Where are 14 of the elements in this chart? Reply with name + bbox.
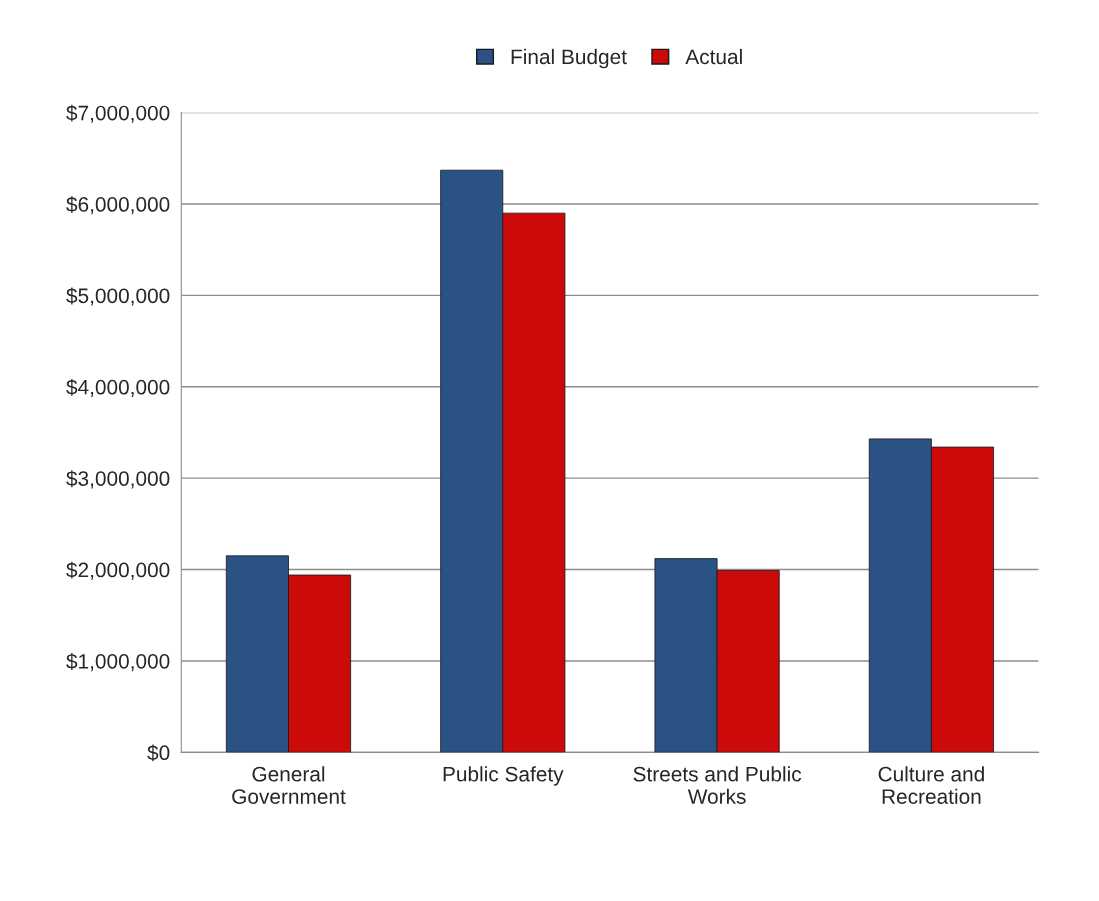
legend-label: Actual — [685, 48, 742, 65]
legend-label: Final Budget — [511, 48, 627, 69]
y-tick-label: $0 — [147, 744, 170, 762]
x-tick-label: General Government — [232, 766, 346, 804]
y-tick-label: $7,000,000 — [66, 104, 170, 123]
y-tick-label: $6,000,000 — [66, 196, 170, 215]
y-tick-label: $4,000,000 — [66, 378, 170, 397]
y-tick-label: $2,000,000 — [66, 561, 170, 580]
x-tick-label: Culture and Recreation — [878, 766, 984, 804]
x-tick-label: Streets and Public Works — [633, 766, 802, 804]
x-tick-label: Public Safety — [443, 766, 564, 786]
y-tick-label: $1,000,000 — [66, 653, 170, 672]
y-tick-label: $3,000,000 — [66, 470, 170, 489]
y-tick-label: $5,000,000 — [66, 287, 170, 306]
